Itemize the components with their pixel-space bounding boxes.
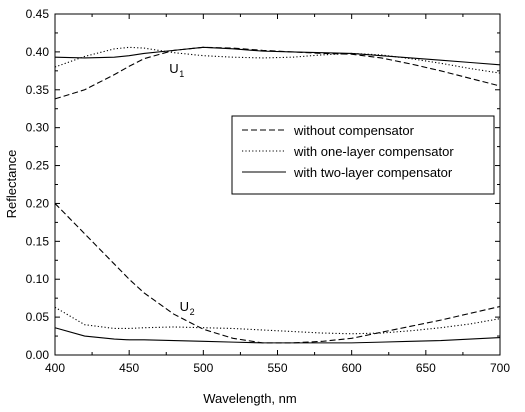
x-tick-label: 650 xyxy=(416,361,436,375)
x-tick-label: 700 xyxy=(490,361,510,375)
x-tick-label: 450 xyxy=(119,361,139,375)
series-line-u2-dashed xyxy=(54,203,501,344)
legend-entry-label: with two-layer compensator xyxy=(293,165,453,180)
legend-box xyxy=(231,115,495,195)
y-tick-label: 0.15 xyxy=(26,234,50,248)
series-line-u1-dotted xyxy=(54,46,501,74)
y-tick-label: 0.35 xyxy=(26,83,50,97)
curve-group-label-subscript: 2 xyxy=(190,307,195,317)
y-tick-label: 0.20 xyxy=(26,196,50,210)
y-tick-label: 0.00 xyxy=(26,348,50,362)
series-layer xyxy=(54,46,501,344)
x-tick-label: 550 xyxy=(267,361,287,375)
y-tick-label: 0.30 xyxy=(26,121,50,135)
series-line-u1-solid xyxy=(54,46,501,66)
legend-entry-label: with one-layer compensator xyxy=(293,144,454,159)
x-tick-label: 400 xyxy=(45,361,65,375)
x-tick-label: 500 xyxy=(193,361,213,375)
curve-group-label: U xyxy=(169,61,178,76)
y-axis-title: Reflectance xyxy=(4,150,19,219)
legend: without compensator with one-layer compen… xyxy=(231,115,495,195)
y-axis-ticks: 0.00 0.05 0.10 0.15 0.20 0.25 0.30 0.35 0.40 0.45 xyxy=(26,7,500,362)
legend-entry-label: without compensator xyxy=(293,123,415,138)
x-tick-label: 600 xyxy=(342,361,362,375)
x-axis-title: Wavelength, nm xyxy=(203,391,296,406)
series-line-u2-solid xyxy=(54,327,501,344)
y-tick-label: 0.45 xyxy=(26,7,50,21)
series-line-u1-dashed xyxy=(54,46,501,100)
curve-group-label: U xyxy=(180,299,189,314)
series-line-u2-dotted xyxy=(54,306,501,335)
curve-group-label-subscript: 1 xyxy=(179,69,184,79)
x-axis-ticks: 400 450 500 550 600 650 700 xyxy=(45,14,510,375)
annotation-layer: U 1U 2 xyxy=(169,61,194,317)
y-tick-label: 0.10 xyxy=(26,272,50,286)
y-tick-label: 0.25 xyxy=(26,159,50,173)
y-tick-label: 0.05 xyxy=(26,310,50,324)
y-tick-label: 0.40 xyxy=(26,45,50,59)
